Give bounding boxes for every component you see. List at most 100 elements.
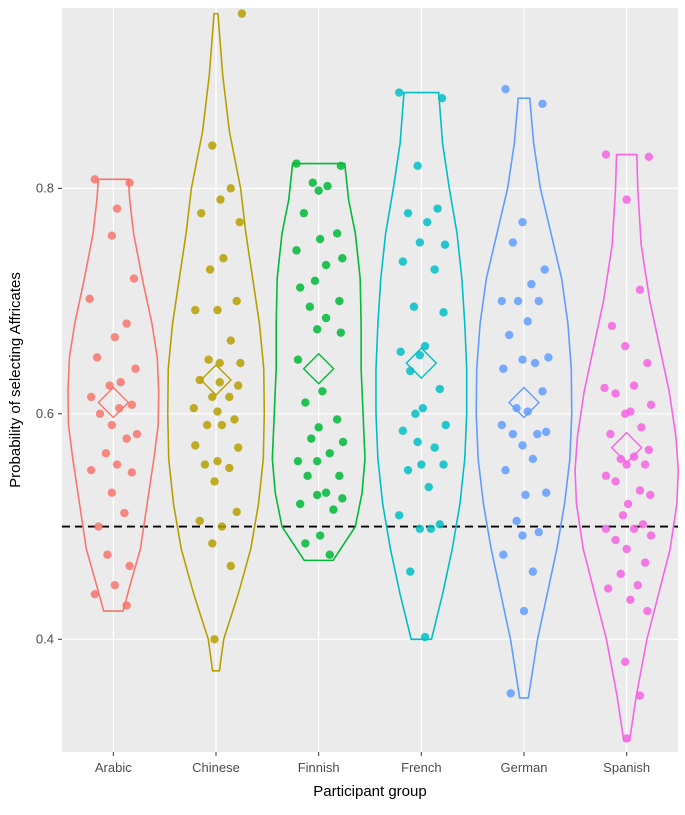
data-point (213, 407, 221, 415)
data-point (538, 387, 546, 395)
data-point (292, 246, 300, 254)
data-point (600, 384, 608, 392)
data-point (122, 319, 130, 327)
data-point (218, 421, 226, 429)
data-point (91, 590, 99, 598)
data-point (93, 353, 101, 361)
data-point (337, 328, 345, 336)
data-point (622, 195, 630, 203)
data-point (630, 525, 638, 533)
data-point (643, 359, 651, 367)
data-point (96, 410, 104, 418)
data-point (538, 100, 546, 108)
data-point (518, 441, 526, 449)
data-point (326, 551, 334, 559)
data-point (301, 398, 309, 406)
data-point (215, 378, 223, 386)
data-point (438, 94, 446, 102)
data-point (232, 297, 240, 305)
data-point (535, 297, 543, 305)
data-point (208, 539, 216, 547)
data-point (338, 254, 346, 262)
data-point (294, 356, 302, 364)
data-point (314, 186, 322, 194)
data-point (410, 303, 418, 311)
data-point (191, 306, 199, 314)
data-point (399, 427, 407, 435)
data-point (210, 635, 218, 643)
x-tick-label: Chinese (192, 760, 240, 775)
data-point (122, 434, 130, 442)
data-point (294, 457, 302, 465)
data-point (529, 455, 537, 463)
data-point (309, 179, 317, 187)
data-point (335, 297, 343, 305)
data-point (647, 401, 655, 409)
data-point (316, 531, 324, 539)
data-point (91, 175, 99, 183)
data-point (125, 562, 133, 570)
data-point (622, 734, 630, 742)
data-point (514, 297, 522, 305)
data-point (518, 531, 526, 539)
data-point (333, 415, 341, 423)
data-point (498, 421, 506, 429)
data-point (313, 491, 321, 499)
data-point (416, 525, 424, 533)
data-point (602, 150, 610, 158)
data-point (125, 179, 133, 187)
data-point (535, 528, 543, 536)
data-point (512, 517, 520, 525)
data-point (634, 581, 642, 589)
violin-chart: { "chart": { "type": "violin+strip", "wi… (0, 0, 685, 815)
data-point (523, 317, 531, 325)
data-point (396, 348, 404, 356)
data-point (322, 489, 330, 497)
data-point (645, 446, 653, 454)
data-point (339, 438, 347, 446)
data-point (636, 286, 644, 294)
data-point (436, 520, 444, 528)
data-point (406, 367, 414, 375)
data-point (234, 443, 242, 451)
data-point (501, 466, 509, 474)
data-point (621, 342, 629, 350)
data-point (316, 235, 324, 243)
data-point (296, 283, 304, 291)
data-point (122, 601, 130, 609)
data-point (102, 449, 110, 457)
data-point (419, 404, 427, 412)
data-point (521, 491, 529, 499)
data-point (641, 460, 649, 468)
data-point (333, 229, 341, 237)
data-point (235, 218, 243, 226)
data-point (87, 466, 95, 474)
x-tick-label: Arabic (95, 760, 132, 775)
data-point (311, 277, 319, 285)
data-point (296, 500, 304, 508)
data-point (197, 209, 205, 217)
data-point (602, 525, 610, 533)
chart-svg: 0.40.60.8ArabicChineseFinnishFrenchGerma… (0, 0, 685, 815)
data-point (498, 297, 506, 305)
data-point (646, 491, 654, 499)
data-point (509, 430, 517, 438)
data-point (442, 421, 450, 429)
data-point (518, 356, 526, 364)
data-point (413, 438, 421, 446)
x-tick-label: Finnish (298, 760, 340, 775)
data-point (227, 562, 235, 570)
data-point (335, 472, 343, 480)
data-point (219, 254, 227, 262)
data-point (128, 468, 136, 476)
data-point (404, 209, 412, 217)
data-point (190, 404, 198, 412)
data-point (413, 162, 421, 170)
data-point (218, 522, 226, 530)
data-point (527, 280, 535, 288)
data-point (499, 365, 507, 373)
data-point (544, 353, 552, 361)
data-point (85, 295, 93, 303)
data-point (505, 331, 513, 339)
data-point (216, 195, 224, 203)
